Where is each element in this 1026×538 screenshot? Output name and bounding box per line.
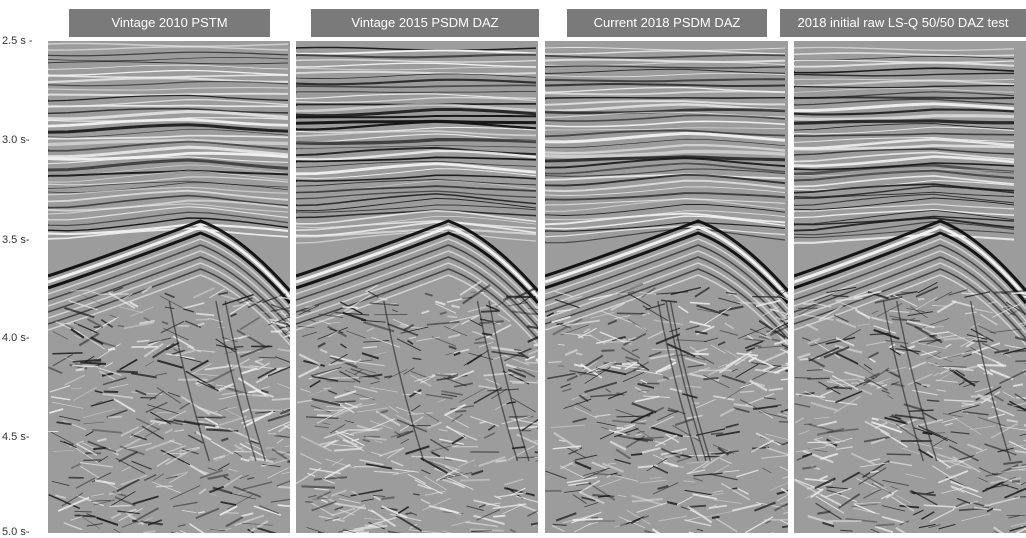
seismic-panel-2010-pstm bbox=[48, 41, 290, 533]
seismic-panel-2018-psdm bbox=[545, 41, 788, 533]
tick-4-5s: 4.5 s- bbox=[2, 431, 30, 443]
tick-2-5s: 2.5 s - bbox=[2, 35, 33, 47]
time-axis: 2.5 s - 3.0 s- 3.5 s- 4.0 s- 4.5 s- 5.0 … bbox=[0, 0, 48, 533]
tick-5-0s: 5.0 s- bbox=[2, 526, 30, 538]
seismic-panel-2015-psdm bbox=[296, 41, 538, 533]
seismic-section-image bbox=[794, 41, 1026, 533]
seismic-section-image bbox=[545, 41, 788, 533]
panel-title-2018-lsq: 2018 initial raw LS-Q 50/50 DAZ test bbox=[780, 9, 1026, 37]
seismic-section-image bbox=[296, 41, 538, 533]
panel-title-2010-pstm: Vintage 2010 PSTM bbox=[69, 9, 270, 37]
seismic-panel-2018-lsq bbox=[794, 41, 1026, 533]
tick-3-0s: 3.0 s- bbox=[2, 134, 30, 146]
panel-title-2018-psdm: Current 2018 PSDM DAZ bbox=[567, 9, 767, 37]
panel-title-2015-psdm: Vintage 2015 PSDM DAZ bbox=[311, 9, 539, 37]
tick-3-5s: 3.5 s- bbox=[2, 234, 30, 246]
seismic-section-image bbox=[48, 41, 290, 533]
tick-4-0s: 4.0 s- bbox=[2, 332, 30, 344]
